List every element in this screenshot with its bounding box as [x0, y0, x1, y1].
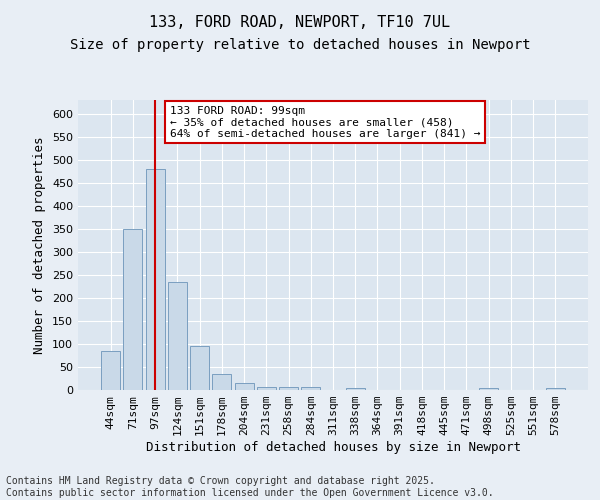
Bar [124, 229, 142, 390]
Bar [301, 387, 320, 390]
Bar [146, 169, 164, 390]
Bar [546, 388, 565, 390]
Text: 133, FORD ROAD, NEWPORT, TF10 7UL: 133, FORD ROAD, NEWPORT, TF10 7UL [149, 15, 451, 30]
Bar [101, 351, 120, 390]
Bar [190, 346, 209, 390]
Bar [479, 388, 498, 390]
Bar [346, 388, 365, 390]
Bar [235, 383, 254, 390]
Text: 133 FORD ROAD: 99sqm
← 35% of detached houses are smaller (458)
64% of semi-deta: 133 FORD ROAD: 99sqm ← 35% of detached h… [170, 106, 481, 139]
Y-axis label: Number of detached properties: Number of detached properties [34, 136, 46, 354]
Bar [168, 282, 187, 390]
Bar [212, 374, 231, 390]
X-axis label: Distribution of detached houses by size in Newport: Distribution of detached houses by size … [146, 441, 521, 454]
Text: Contains HM Land Registry data © Crown copyright and database right 2025.
Contai: Contains HM Land Registry data © Crown c… [6, 476, 494, 498]
Text: Size of property relative to detached houses in Newport: Size of property relative to detached ho… [70, 38, 530, 52]
Bar [257, 387, 276, 390]
Bar [279, 387, 298, 390]
